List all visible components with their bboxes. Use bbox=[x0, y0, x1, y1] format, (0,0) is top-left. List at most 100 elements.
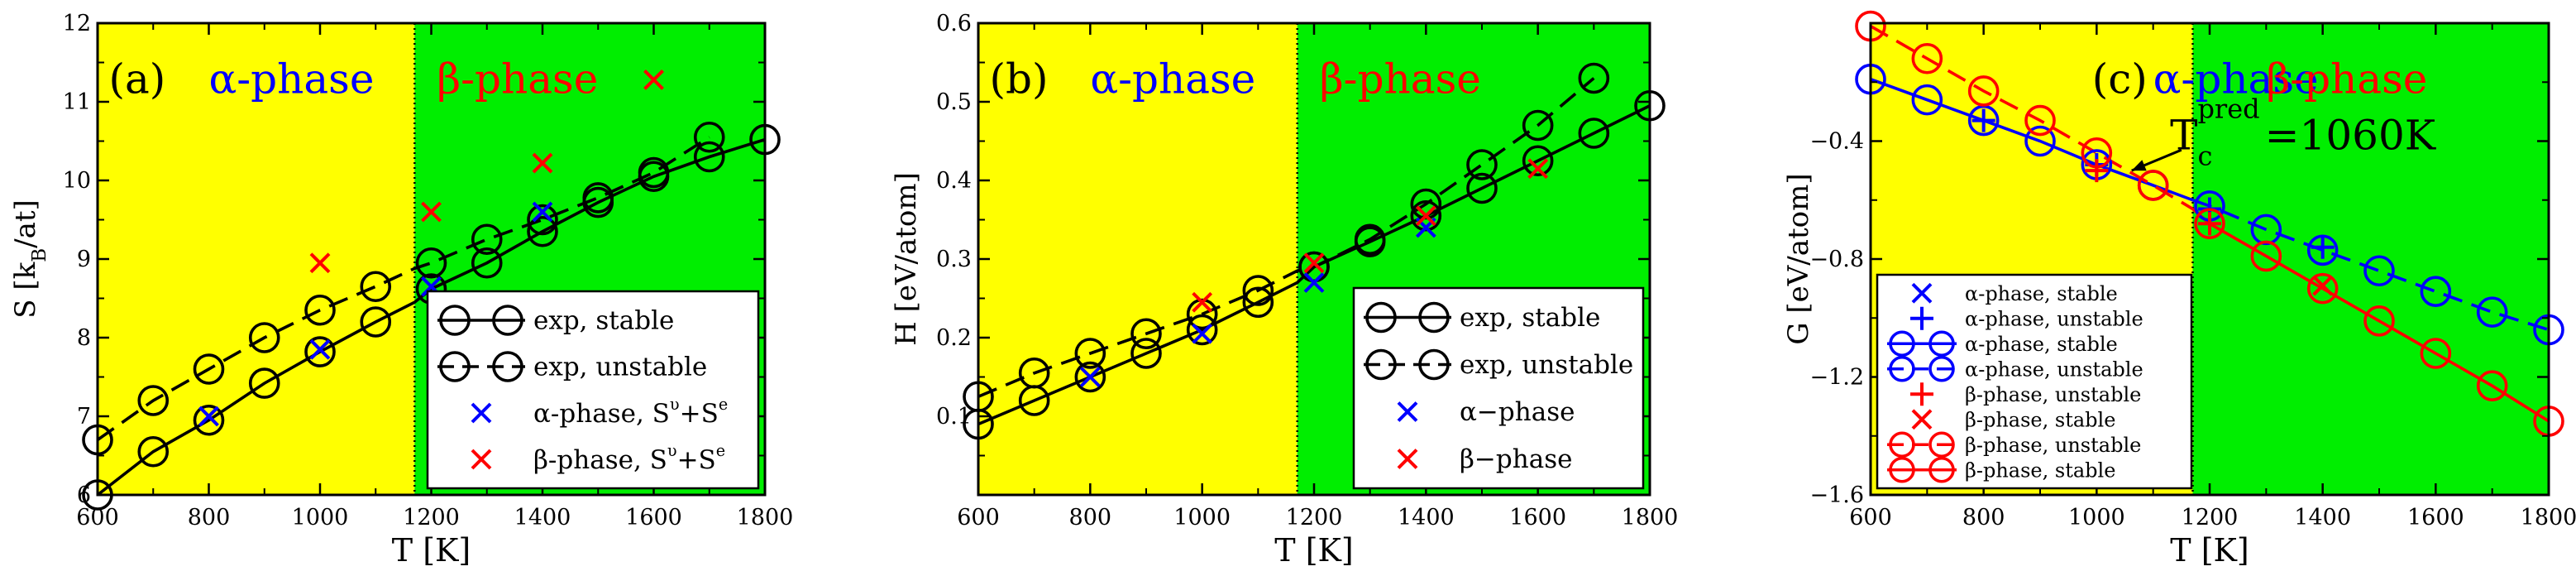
data-point bbox=[2306, 234, 2339, 266]
data-point bbox=[248, 322, 280, 353]
legend-entry: α-phase, stable bbox=[1887, 330, 2118, 358]
data-point bbox=[304, 336, 336, 367]
legend-entry: β-phase, unstable bbox=[1887, 431, 2141, 458]
legend-marker bbox=[439, 351, 471, 382]
legend-marker bbox=[1928, 330, 1955, 358]
y-tick-label: 12 bbox=[63, 11, 91, 36]
y-tick-label: −1.2 bbox=[1809, 365, 1864, 391]
legend-label: β-phase, unstable bbox=[1965, 383, 2141, 406]
legend-marker bbox=[1910, 306, 1933, 330]
data-point bbox=[1074, 361, 1106, 393]
data-point bbox=[532, 201, 553, 223]
y-axis-label: S [kB/at] bbox=[9, 199, 50, 319]
legend-label: β-phase, unstable bbox=[1965, 434, 2141, 457]
legend-entry: exp, unstable bbox=[437, 351, 707, 382]
data-point bbox=[2363, 255, 2395, 287]
data-point bbox=[1130, 338, 1162, 369]
data-point bbox=[2085, 159, 2109, 183]
y-tick-label: 6 bbox=[77, 482, 91, 508]
data-point bbox=[415, 247, 447, 279]
y-tick-label: 0.2 bbox=[936, 325, 972, 351]
legend-label: β−phase bbox=[1460, 444, 1572, 474]
tc-arrow-head bbox=[2131, 160, 2147, 171]
legend-entry: β-phase, stable bbox=[1887, 456, 2115, 483]
x-tick-label: 1000 bbox=[1173, 505, 1231, 530]
x-tick-label: 1000 bbox=[292, 505, 349, 530]
x-tick-label: 800 bbox=[1069, 505, 1112, 530]
legend-marker bbox=[471, 402, 492, 424]
legend-label: exp, stable bbox=[533, 306, 674, 336]
data-point bbox=[1578, 62, 1610, 94]
data-point bbox=[1192, 291, 1213, 313]
panel-label: (b) bbox=[990, 55, 1049, 103]
x-axis-label: T [K] bbox=[392, 532, 471, 569]
beta-phase-label: β-phase bbox=[2266, 55, 2427, 103]
legend-marker bbox=[1911, 409, 1933, 430]
y-tick-label: 10 bbox=[63, 168, 91, 194]
data-point bbox=[2476, 296, 2508, 328]
legend-label: α-phase, unstable bbox=[1965, 307, 2143, 330]
x-tick-label: 1000 bbox=[2068, 505, 2125, 530]
data-point bbox=[527, 204, 558, 236]
legend-marker bbox=[492, 351, 523, 382]
data-point bbox=[2363, 305, 2395, 337]
legend-marker bbox=[1910, 382, 1933, 406]
data-point bbox=[1911, 84, 1943, 116]
legend-marker bbox=[1928, 431, 1955, 458]
beta-phase-label: β-phase bbox=[437, 55, 598, 103]
x-tick-label: 800 bbox=[188, 505, 231, 530]
data-point bbox=[1303, 272, 1325, 293]
y-tick-label: 7 bbox=[77, 404, 91, 430]
y-tick-label: −1.6 bbox=[1809, 482, 1864, 508]
data-point bbox=[421, 201, 442, 223]
data-point bbox=[582, 182, 614, 214]
data-point bbox=[309, 338, 331, 360]
legend-marker bbox=[1397, 401, 1418, 422]
data-point bbox=[2024, 125, 2056, 157]
x-tick-label: 800 bbox=[1962, 505, 2005, 530]
data-point bbox=[2306, 272, 2339, 305]
data-point bbox=[2250, 240, 2282, 272]
legend-entry: α-phase, unstable bbox=[1910, 306, 2143, 330]
data-point bbox=[1578, 118, 1610, 149]
data-point bbox=[2198, 212, 2221, 236]
data-point bbox=[1354, 223, 1386, 256]
data-point bbox=[1074, 338, 1106, 369]
x-axis-label: T [K] bbox=[1274, 532, 1353, 569]
legend-label: exp, unstable bbox=[533, 353, 707, 382]
legend-entry: β-phase, stable bbox=[1911, 408, 2115, 431]
data-point bbox=[360, 306, 392, 338]
data-point bbox=[198, 406, 219, 427]
x-tick-label: 600 bbox=[957, 505, 1000, 530]
legend-marker bbox=[1928, 456, 1955, 483]
data-point bbox=[193, 404, 225, 436]
legend-label: β-phase, stable bbox=[1965, 458, 2115, 482]
data-point bbox=[2476, 370, 2508, 401]
data-point bbox=[2194, 208, 2225, 240]
panel-c: 600 800 1000 1200 1400 1600 1800 −1.6 −1.2 −0.8 −0… bbox=[1782, 10, 2576, 569]
x-tick-label: 1200 bbox=[403, 505, 460, 530]
data-point bbox=[1967, 75, 2000, 107]
x-tick-label: 1800 bbox=[737, 505, 794, 530]
legend-marker bbox=[439, 305, 471, 336]
data-point bbox=[2311, 235, 2335, 259]
legend-marker bbox=[1397, 449, 1418, 469]
data-point bbox=[643, 69, 664, 90]
data-point bbox=[471, 247, 503, 279]
data-point bbox=[1527, 158, 1549, 180]
legend-entry: β-phase, unstable bbox=[1910, 382, 2141, 406]
legend-label: α-phase, stable bbox=[1965, 282, 2118, 305]
data-point bbox=[1186, 314, 1218, 346]
x-tick-label: 1200 bbox=[1286, 505, 1343, 530]
legend-entry: exp, unstable bbox=[1364, 348, 1633, 381]
x-tick-label: 1400 bbox=[514, 505, 571, 530]
y-tick-label: 8 bbox=[77, 325, 91, 351]
data-point bbox=[1018, 357, 1050, 389]
x-tick-label: 1400 bbox=[2294, 505, 2351, 530]
x-tick-label: 1600 bbox=[1509, 505, 1566, 530]
legend-label: α-phase, unstable bbox=[1965, 358, 2143, 381]
legend-entry: α−phase bbox=[1397, 397, 1575, 427]
panel-b: 600 800 1000 1200 1400 1600 1800 0.1 0.2 0.3 0.4 0.… bbox=[890, 11, 1678, 569]
